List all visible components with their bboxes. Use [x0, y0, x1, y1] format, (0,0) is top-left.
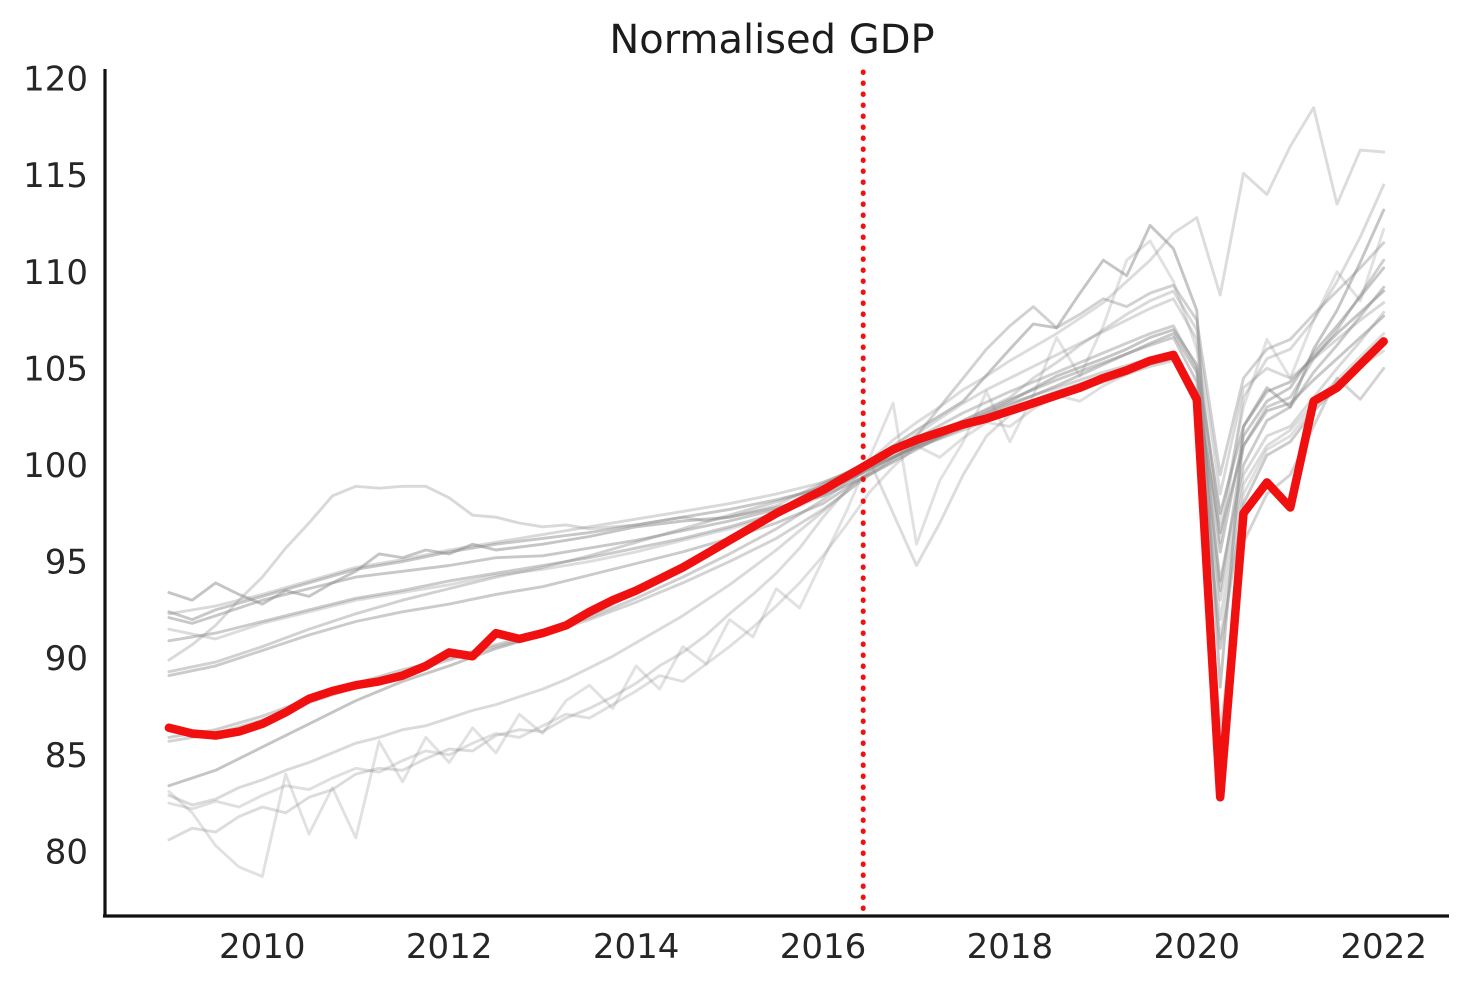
highlight-series-group	[164, 337, 1388, 802]
background-series-line-series-07	[167, 285, 1386, 678]
background-series-line-series-11	[167, 332, 1386, 641]
tick-labels-group: 80 85 90 95 100 105 110 115 120 2010 2012 2014 2016 2…	[23, 60, 1427, 967]
y-tick-label-100: 100	[23, 446, 88, 486]
background-series-line-series-04	[167, 227, 1386, 878]
x-tick-label-2016: 2016	[780, 927, 867, 967]
axis-spines-group	[103, 69, 1449, 918]
y-tick-label-120: 120	[23, 60, 88, 100]
y-tick-label-80: 80	[45, 832, 88, 872]
x-tick-label-2022: 2022	[1340, 927, 1427, 967]
x-tick-label-2010: 2010	[219, 927, 306, 967]
y-tick-label-110: 110	[23, 253, 88, 293]
y-tick-label-85: 85	[45, 736, 88, 776]
x-tick-label-2014: 2014	[593, 927, 680, 967]
y-tick-label-105: 105	[23, 349, 88, 389]
background-series-line-series-12	[167, 337, 1386, 650]
highlight-series-line	[164, 337, 1388, 802]
y-tick-label-90: 90	[45, 639, 88, 679]
y-tick-label-115: 115	[23, 156, 88, 196]
background-series-line-series-15	[167, 241, 1386, 674]
background-series-line-series-01	[167, 106, 1386, 842]
background-series-line-series-08	[167, 289, 1386, 606]
x-tick-label-2020: 2020	[1154, 927, 1241, 967]
x-tick-label-2018: 2018	[967, 927, 1054, 967]
y-tick-label-95: 95	[45, 543, 88, 583]
chart-title: Normalised GDP	[609, 17, 934, 63]
x-tick-label-2012: 2012	[406, 927, 493, 967]
background-series-line-series-02	[167, 183, 1386, 807]
